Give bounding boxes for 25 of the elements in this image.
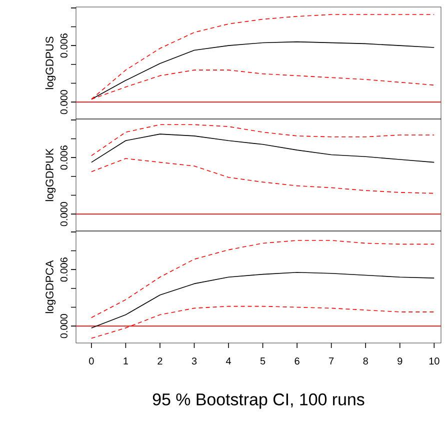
x-tick-label: 1 (124, 358, 128, 364)
line-series (91, 240, 435, 318)
y-tick-label: 0.006 (60, 258, 68, 282)
y-axis-title: logGDPUK (45, 148, 56, 202)
y-tick-label: 0.006 (60, 34, 68, 58)
x-tick-label: 2 (158, 358, 162, 364)
line-series (91, 124, 435, 156)
x-tick-label: 5 (260, 358, 266, 364)
y-tick-label: 0.000 (60, 202, 68, 226)
y-axis-title: logGDPUS (45, 36, 56, 90)
y-tick-label: 0.000 (60, 314, 68, 338)
y-tick-label: 0.006 (60, 146, 68, 170)
x-tick-label: 7 (329, 358, 334, 364)
x-tick-label: 10 (429, 358, 440, 365)
x-tick-label: 4 (226, 358, 231, 364)
y-tick-label: 0.000 (60, 90, 68, 114)
x-tick-label: 6 (294, 358, 300, 365)
x-tick-label: 9 (398, 358, 402, 365)
line-series (91, 134, 435, 163)
x-tick-label: 8 (363, 358, 368, 365)
line-series (91, 158, 435, 194)
x-tick-label: 0 (89, 358, 94, 365)
x-axis-title: 95 % Bootstrap CI, 100 runs (152, 393, 364, 409)
y-axis-title: logGDPCA (45, 260, 56, 314)
x-tick-label: 3 (192, 358, 197, 365)
